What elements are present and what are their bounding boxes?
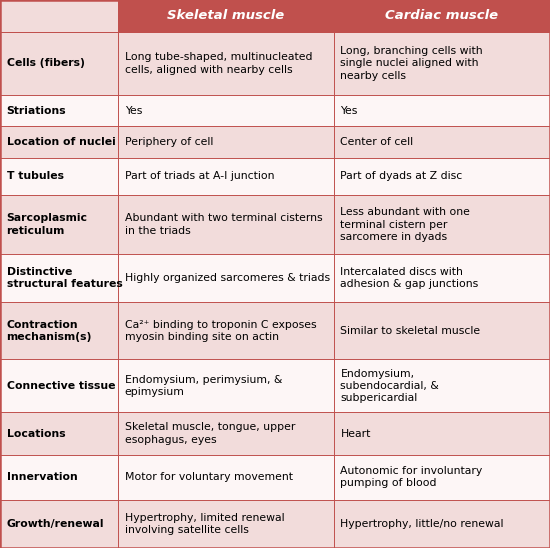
Text: Long, branching cells with
single nuclei aligned with
nearby cells: Long, branching cells with single nuclei… [340,46,483,81]
Text: Hypertrophy, little/no renewal: Hypertrophy, little/no renewal [340,519,504,529]
Text: Abundant with two terminal cisterns
in the triads: Abundant with two terminal cisterns in t… [125,213,322,236]
Text: Cells (fibers): Cells (fibers) [7,59,85,68]
Text: Skeletal muscle, tongue, upper
esophagus, eyes: Skeletal muscle, tongue, upper esophagus… [125,423,295,445]
Bar [334,302,550,359]
Text: Growth/renewal: Growth/renewal [7,519,104,529]
Bar [334,0,550,32]
Bar [118,32,334,95]
Bar [118,359,334,413]
Text: Innervation: Innervation [7,472,78,482]
Text: Connective tissue: Connective tissue [7,381,115,391]
Text: Yes: Yes [125,106,142,116]
Text: Striations: Striations [7,106,66,116]
Bar [334,95,550,127]
Text: Endomysium,
subendocardial, &
subpericardial: Endomysium, subendocardial, & subpericar… [340,369,439,403]
Bar [0,158,118,195]
Bar [118,302,334,359]
Bar [0,95,118,127]
Text: Heart: Heart [340,429,371,438]
Text: Long tube-shaped, multinucleated
cells, aligned with nearby cells: Long tube-shaped, multinucleated cells, … [125,52,312,75]
Text: Less abundant with one
terminal cistern per
sarcomere in dyads: Less abundant with one terminal cistern … [340,207,470,242]
Bar [0,302,118,359]
Bar [0,455,118,500]
Bar [0,195,118,254]
Text: Part of dyads at Z disc: Part of dyads at Z disc [340,172,463,181]
Text: Highly organized sarcomeres & triads: Highly organized sarcomeres & triads [125,273,330,283]
Text: Location of nuclei: Location of nuclei [7,137,115,147]
Bar [118,0,334,32]
Text: Motor for voluntary movement: Motor for voluntary movement [125,472,293,482]
Bar [118,500,334,548]
Bar [334,254,550,302]
Bar [118,127,334,158]
Text: Distinctive
structural features: Distinctive structural features [7,267,122,289]
Bar [118,158,334,195]
Bar [118,254,334,302]
Text: Intercalated discs with
adhesion & gap junctions: Intercalated discs with adhesion & gap j… [340,267,478,289]
Text: Skeletal muscle: Skeletal muscle [167,9,285,22]
Bar [118,413,334,455]
Bar [334,127,550,158]
Bar [0,359,118,413]
Bar [118,95,334,127]
Bar [0,127,118,158]
Bar [0,500,118,548]
Text: Similar to skeletal muscle: Similar to skeletal muscle [340,326,481,336]
Bar [334,195,550,254]
Text: Periphery of cell: Periphery of cell [125,137,213,147]
Bar [118,455,334,500]
Text: Cardiac muscle: Cardiac muscle [386,9,498,22]
Text: Ca²⁺ binding to troponin C exposes
myosin binding site on actin: Ca²⁺ binding to troponin C exposes myosi… [125,319,316,342]
Text: Contraction
mechanism(s): Contraction mechanism(s) [7,319,92,342]
Bar [334,455,550,500]
Text: Center of cell: Center of cell [340,137,414,147]
Text: T tubules: T tubules [7,172,64,181]
Bar [334,500,550,548]
Bar [118,195,334,254]
Text: Part of triads at A-I junction: Part of triads at A-I junction [125,172,274,181]
Text: Sarcoplasmic
reticulum: Sarcoplasmic reticulum [7,213,87,236]
Text: Hypertrophy, limited renewal
involving satellite cells: Hypertrophy, limited renewal involving s… [125,513,284,535]
Bar [0,32,118,95]
Bar [334,32,550,95]
Text: Endomysium, perimysium, &
epimysium: Endomysium, perimysium, & epimysium [125,375,282,397]
Bar [334,413,550,455]
Bar [0,254,118,302]
Bar [0,0,118,32]
Text: Yes: Yes [340,106,358,116]
Bar [334,359,550,413]
Text: Autonomic for involuntary
pumping of blood: Autonomic for involuntary pumping of blo… [340,466,483,488]
Text: Locations: Locations [7,429,65,438]
Bar [0,413,118,455]
Bar [334,158,550,195]
